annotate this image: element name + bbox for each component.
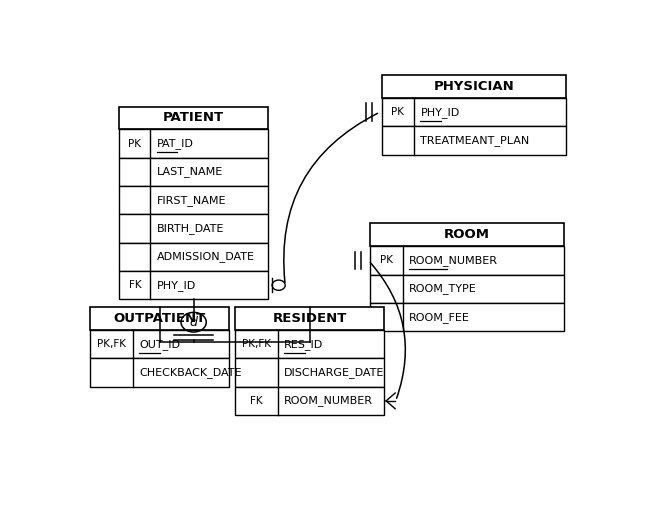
Text: CHECKBACK_DATE: CHECKBACK_DATE — [139, 367, 242, 378]
Text: PHY_ID: PHY_ID — [156, 280, 196, 291]
Bar — [119, 129, 268, 158]
Text: PHY_ID: PHY_ID — [421, 107, 460, 118]
Bar — [90, 307, 229, 330]
Text: PK: PK — [380, 256, 393, 265]
Text: RES_ID: RES_ID — [284, 339, 324, 350]
Bar — [119, 158, 268, 186]
Bar — [235, 307, 384, 330]
Text: ROOM: ROOM — [444, 228, 490, 241]
Text: LAST_NAME: LAST_NAME — [156, 167, 223, 177]
Bar — [119, 107, 268, 129]
Text: ROOM_NUMBER: ROOM_NUMBER — [409, 255, 498, 266]
Text: PHYSICIAN: PHYSICIAN — [434, 80, 514, 93]
Text: PK: PK — [128, 138, 141, 149]
Bar — [119, 243, 268, 271]
Bar — [90, 358, 229, 387]
Text: RESIDENT: RESIDENT — [273, 312, 347, 325]
Text: FK: FK — [251, 396, 263, 406]
Bar — [119, 271, 268, 299]
Text: PATIENT: PATIENT — [163, 111, 224, 125]
Text: OUTPATIENT: OUTPATIENT — [114, 312, 206, 325]
Bar — [381, 98, 566, 126]
Bar — [235, 330, 384, 358]
Text: FIRST_NAME: FIRST_NAME — [156, 195, 226, 205]
Bar — [381, 75, 566, 98]
Text: PK,FK: PK,FK — [242, 339, 271, 349]
Text: PK,FK: PK,FK — [98, 339, 126, 349]
Bar — [235, 358, 384, 387]
Text: PK: PK — [391, 107, 404, 117]
Text: DISCHARGE_DATE: DISCHARGE_DATE — [284, 367, 385, 378]
Text: PAT_ID: PAT_ID — [156, 138, 193, 149]
Bar — [119, 186, 268, 215]
Text: OUT_ID: OUT_ID — [139, 339, 180, 350]
Text: TREATMEANT_PLAN: TREATMEANT_PLAN — [421, 135, 530, 146]
Bar — [370, 246, 564, 274]
Text: d: d — [189, 316, 197, 329]
Bar — [370, 223, 564, 246]
Bar — [90, 330, 229, 358]
Bar — [119, 215, 268, 243]
Text: FK: FK — [128, 280, 141, 290]
Text: ROOM_FEE: ROOM_FEE — [409, 312, 469, 322]
Text: ROOM_NUMBER: ROOM_NUMBER — [284, 396, 373, 406]
Text: ROOM_TYPE: ROOM_TYPE — [409, 283, 477, 294]
Bar — [381, 126, 566, 154]
Text: ADMISSION_DATE: ADMISSION_DATE — [156, 251, 255, 262]
Text: BIRTH_DATE: BIRTH_DATE — [156, 223, 224, 234]
Bar — [235, 387, 384, 415]
Bar — [370, 274, 564, 303]
Bar — [370, 303, 564, 331]
